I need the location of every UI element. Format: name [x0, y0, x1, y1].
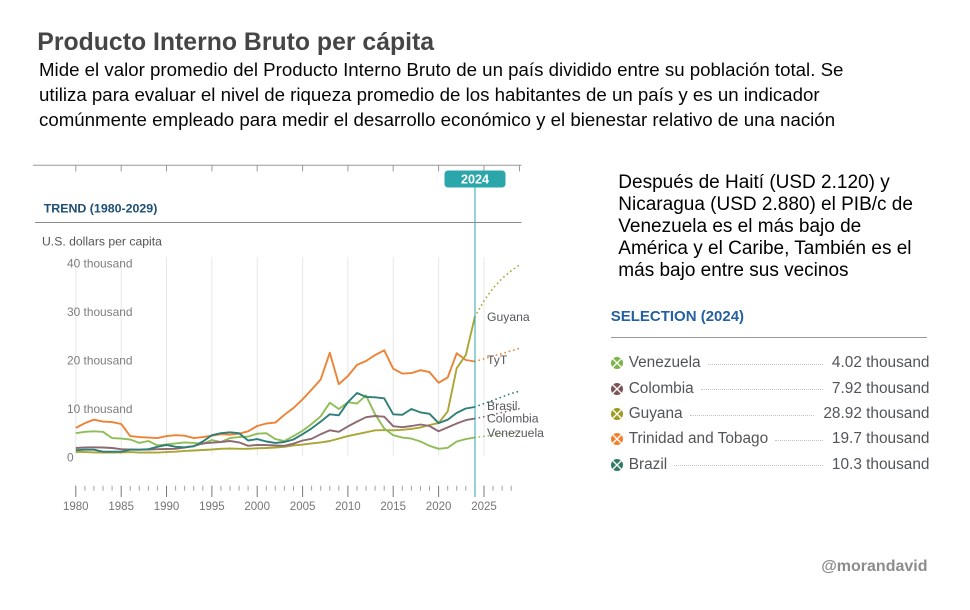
- svg-text:2015: 2015: [380, 501, 406, 513]
- svg-text:1985: 1985: [108, 501, 134, 513]
- svg-text:2010: 2010: [335, 501, 361, 513]
- svg-text:30 thousand: 30 thousand: [67, 305, 132, 319]
- svg-text:2005: 2005: [290, 501, 316, 513]
- svg-text:20 thousand: 20 thousand: [67, 354, 132, 368]
- svg-text:U.S. dollars per capita: U.S. dollars per capita: [42, 235, 162, 249]
- svg-text:1980: 1980: [63, 501, 89, 513]
- svg-text:0: 0: [67, 451, 74, 465]
- svg-text:Guyana: Guyana: [487, 310, 530, 324]
- svg-text:1990: 1990: [154, 501, 180, 513]
- svg-text:1995: 1995: [199, 501, 225, 513]
- svg-text:TREND (1980-2029): TREND (1980-2029): [44, 202, 158, 216]
- svg-text:Colombia: Colombia: [487, 411, 539, 425]
- svg-text:Brasil: Brasil: [487, 399, 517, 413]
- svg-text:2024: 2024: [461, 173, 489, 187]
- svg-text:10 thousand: 10 thousand: [67, 402, 132, 416]
- svg-text:2000: 2000: [244, 501, 270, 513]
- svg-text:2020: 2020: [426, 501, 452, 513]
- svg-text:Venezuela: Venezuela: [487, 426, 544, 440]
- svg-text:40 thousand: 40 thousand: [67, 257, 132, 271]
- svg-text:TyT: TyT: [487, 353, 508, 367]
- svg-text:2025: 2025: [471, 501, 497, 513]
